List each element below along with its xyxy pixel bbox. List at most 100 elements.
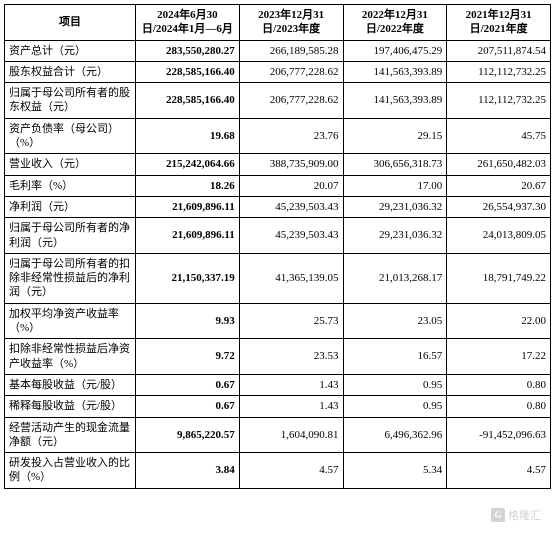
data-cell: 1.43 (239, 396, 343, 417)
data-cell: 23.76 (239, 118, 343, 154)
data-cell: 6,496,362.96 (343, 417, 447, 453)
table-row: 归属于母公司所有者的扣除非经常性损益后的净利润（元）21,150,337.194… (5, 253, 551, 303)
data-cell: 21,150,337.19 (136, 253, 240, 303)
data-cell: 45,239,503.43 (239, 218, 343, 254)
row-label: 归属于母公司所有者的扣除非经常性损益后的净利润（元） (5, 253, 136, 303)
data-cell: 112,112,732.25 (447, 61, 551, 82)
data-cell: 21,013,268.17 (343, 253, 447, 303)
data-cell: 3.84 (136, 453, 240, 489)
table-row: 股东权益合计（元）228,585,166.40206,777,228.62141… (5, 61, 551, 82)
table-header-row: 项目 2024年6月30日/2024年1月—6月 2023年12月31日/202… (5, 5, 551, 41)
data-cell: 112,112,732.25 (447, 83, 551, 119)
table-row: 归属于母公司所有者的净利润（元）21,609,896.1145,239,503.… (5, 218, 551, 254)
data-cell: 9.93 (136, 303, 240, 339)
col-header-2021: 2021年12月31日/2021年度 (447, 5, 551, 41)
data-cell: 5.34 (343, 453, 447, 489)
row-label: 归属于母公司所有者的净利润（元） (5, 218, 136, 254)
data-cell: 0.95 (343, 396, 447, 417)
data-cell: 215,242,064.66 (136, 154, 240, 175)
row-label: 稀释每股收益（元/股） (5, 396, 136, 417)
data-cell: 261,650,482.03 (447, 154, 551, 175)
data-cell: 141,563,393.89 (343, 83, 447, 119)
watermark-logo-icon: G (491, 508, 505, 522)
data-cell: 21,609,896.11 (136, 196, 240, 217)
row-label: 扣除非经常性损益后净资产收益率（%） (5, 339, 136, 375)
table-row: 加权平均净资产收益率（%）9.9325.7323.0522.00 (5, 303, 551, 339)
data-cell: 25.73 (239, 303, 343, 339)
data-cell: 17.00 (343, 175, 447, 196)
table-row: 稀释每股收益（元/股）0.671.430.950.80 (5, 396, 551, 417)
watermark: G 格隆汇 (491, 507, 541, 523)
data-cell: 9.72 (136, 339, 240, 375)
data-cell: 29,231,036.32 (343, 218, 447, 254)
data-cell: 19.68 (136, 118, 240, 154)
data-cell: 206,777,228.62 (239, 83, 343, 119)
data-cell: 0.67 (136, 396, 240, 417)
data-cell: 283,550,280.27 (136, 40, 240, 61)
data-cell: 1,604,090.81 (239, 417, 343, 453)
col-header-2022: 2022年12月31日/2022年度 (343, 5, 447, 41)
row-label: 加权平均净资产收益率（%） (5, 303, 136, 339)
data-cell: 23.05 (343, 303, 447, 339)
table-row: 研发投入占营业收入的比例（%）3.844.575.344.57 (5, 453, 551, 489)
data-cell: 266,189,585.28 (239, 40, 343, 61)
table-row: 经营活动产生的现金流量净额（元）9,865,220.571,604,090.81… (5, 417, 551, 453)
data-cell: 41,365,139.05 (239, 253, 343, 303)
data-cell: 45.75 (447, 118, 551, 154)
row-label: 股东权益合计（元） (5, 61, 136, 82)
table-row: 毛利率（%）18.2620.0717.0020.67 (5, 175, 551, 196)
data-cell: 197,406,475.29 (343, 40, 447, 61)
table-row: 基本每股收益（元/股）0.671.430.950.80 (5, 374, 551, 395)
row-label: 毛利率（%） (5, 175, 136, 196)
table-row: 资产负债率（母公司）（%）19.6823.7629.1545.75 (5, 118, 551, 154)
data-cell: 17.22 (447, 339, 551, 375)
data-cell: 9,865,220.57 (136, 417, 240, 453)
data-cell: 0.95 (343, 374, 447, 395)
financial-data-table: 项目 2024年6月30日/2024年1月—6月 2023年12月31日/202… (4, 4, 551, 489)
col-header-2023: 2023年12月31日/2023年度 (239, 5, 343, 41)
row-label: 基本每股收益（元/股） (5, 374, 136, 395)
data-cell: 228,585,166.40 (136, 83, 240, 119)
col-header-2024h1: 2024年6月30日/2024年1月—6月 (136, 5, 240, 41)
data-cell: 23.53 (239, 339, 343, 375)
data-cell: 24,013,809.05 (447, 218, 551, 254)
data-cell: 0.80 (447, 396, 551, 417)
data-cell: 4.57 (239, 453, 343, 489)
table-body: 资产总计（元）283,550,280.27266,189,585.28197,4… (5, 40, 551, 488)
table-row: 资产总计（元）283,550,280.27266,189,585.28197,4… (5, 40, 551, 61)
data-cell: 29,231,036.32 (343, 196, 447, 217)
row-label: 净利润（元） (5, 196, 136, 217)
data-cell: 45,239,503.43 (239, 196, 343, 217)
data-cell: 228,585,166.40 (136, 61, 240, 82)
data-cell: 22.00 (447, 303, 551, 339)
data-cell: 0.67 (136, 374, 240, 395)
row-label: 经营活动产生的现金流量净额（元） (5, 417, 136, 453)
row-label: 营业收入（元） (5, 154, 136, 175)
data-cell: 388,735,909.00 (239, 154, 343, 175)
data-cell: 29.15 (343, 118, 447, 154)
col-header-label: 项目 (5, 5, 136, 41)
data-cell: 20.07 (239, 175, 343, 196)
data-cell: 26,554,937.30 (447, 196, 551, 217)
table-row: 营业收入（元）215,242,064.66388,735,909.00306,6… (5, 154, 551, 175)
row-label: 研发投入占营业收入的比例（%） (5, 453, 136, 489)
data-cell: 4.57 (447, 453, 551, 489)
row-label: 资产总计（元） (5, 40, 136, 61)
table-row: 归属于母公司所有者的股东权益（元）228,585,166.40206,777,2… (5, 83, 551, 119)
data-cell: 141,563,393.89 (343, 61, 447, 82)
table-row: 扣除非经常性损益后净资产收益率（%）9.7223.5316.5717.22 (5, 339, 551, 375)
watermark-text: 格隆汇 (508, 507, 541, 523)
table-row: 净利润（元）21,609,896.1145,239,503.4329,231,0… (5, 196, 551, 217)
data-cell: 18.26 (136, 175, 240, 196)
data-cell: 16.57 (343, 339, 447, 375)
data-cell: 20.67 (447, 175, 551, 196)
data-cell: 1.43 (239, 374, 343, 395)
data-cell: 18,791,749.22 (447, 253, 551, 303)
data-cell: 206,777,228.62 (239, 61, 343, 82)
row-label: 归属于母公司所有者的股东权益（元） (5, 83, 136, 119)
data-cell: 0.80 (447, 374, 551, 395)
data-cell: -91,452,096.63 (447, 417, 551, 453)
data-cell: 207,511,874.54 (447, 40, 551, 61)
row-label: 资产负债率（母公司）（%） (5, 118, 136, 154)
data-cell: 21,609,896.11 (136, 218, 240, 254)
